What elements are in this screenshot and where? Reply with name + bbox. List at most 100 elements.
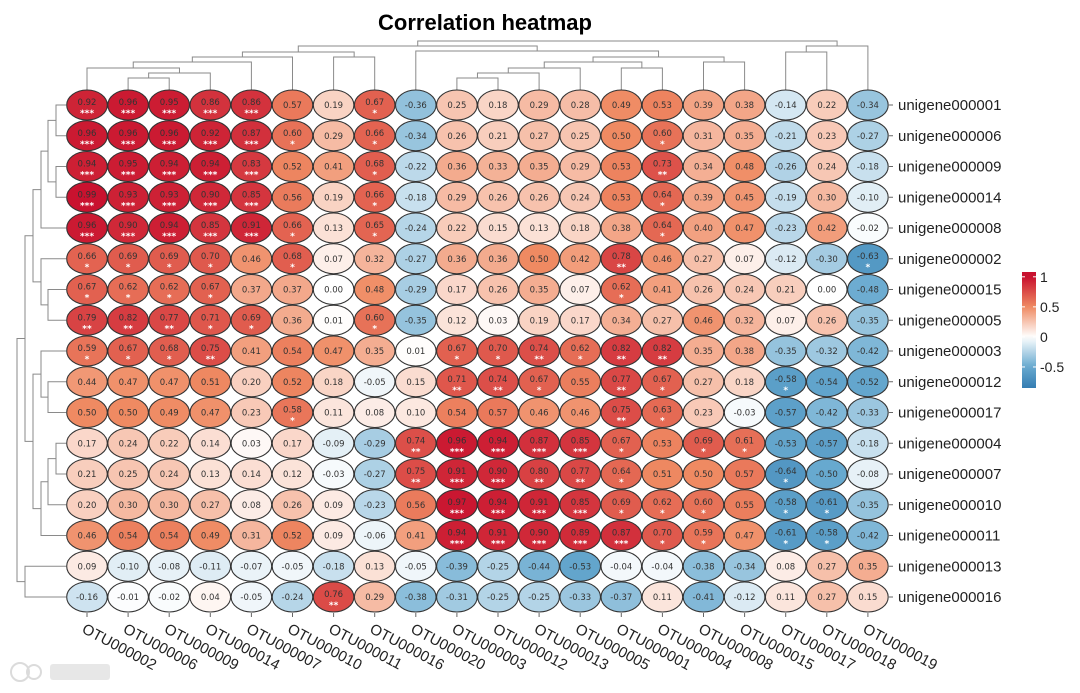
heatmap-cell: -0.35 xyxy=(764,335,807,367)
row-labels: unigene000001 unigene000006 unigene000009 u… xyxy=(889,97,1001,606)
heatmap-cell: 0.46 xyxy=(641,243,684,275)
heatmap-cell: 0.28 xyxy=(559,89,602,121)
cell-value-label: 0.85 xyxy=(571,498,590,508)
cell-value-label: 0.55 xyxy=(571,378,590,388)
heatmap-cell: -0.33 xyxy=(847,396,889,429)
cell-significance-label: * xyxy=(783,509,788,519)
row-label: unigene000012 xyxy=(898,374,1001,391)
heatmap-cell: 0.60* xyxy=(353,304,396,336)
heatmap-cell: 0.95*** xyxy=(107,150,149,183)
heatmap-cell: 0.37 xyxy=(230,273,273,306)
heatmap-cell: 0.85*** xyxy=(559,489,602,521)
heatmap-cell: -0.03 xyxy=(312,458,355,490)
heatmap-cell: -0.33 xyxy=(559,581,602,613)
cell-value-label: 0.90 xyxy=(119,221,138,231)
cell-significance-label: * xyxy=(619,294,624,304)
cell-ellipse xyxy=(847,489,889,521)
cell-value-label: 0.23 xyxy=(817,132,836,142)
row-label: unigene000013 xyxy=(898,558,1001,575)
cell-significance-label: * xyxy=(660,232,665,242)
dendrogram-branch xyxy=(55,104,66,137)
cell-value-label: 0.09 xyxy=(324,532,343,542)
heatmap-cell: -0.53 xyxy=(559,550,602,582)
cell-value-label: 0.68 xyxy=(160,344,179,354)
cell-value-label: 0.50 xyxy=(119,409,138,419)
cell-value-label: 0.31 xyxy=(242,532,261,542)
heatmap-cell: 0.75** xyxy=(189,335,232,367)
cell-significance-label: *** xyxy=(532,447,546,457)
heatmap-cell: 0.66* xyxy=(66,243,108,275)
dendrogram-branch xyxy=(40,481,66,536)
cell-value-label: 0.53 xyxy=(612,193,631,203)
cell-significance-label: *** xyxy=(532,540,546,550)
heatmap-cell: 0.56 xyxy=(271,181,314,213)
cell-value-label: 0.46 xyxy=(530,409,549,419)
cell-value-label: -0.05 xyxy=(364,378,386,388)
cell-value-label: 0.66 xyxy=(365,129,384,139)
heatmap-cell: -0.35 xyxy=(847,489,889,521)
cell-significance-label: *** xyxy=(80,232,94,242)
cell-ellipse xyxy=(847,273,889,306)
cell-significance-label: * xyxy=(660,386,665,396)
heatmap-cell: 0.09 xyxy=(312,489,355,521)
cell-value-label: 0.39 xyxy=(694,101,713,111)
cell-value-label: 0.24 xyxy=(735,286,754,296)
cell-significance-label: * xyxy=(783,540,788,550)
dendrogram-branch xyxy=(24,565,66,598)
cell-value-label: 0.75 xyxy=(201,344,220,354)
cell-value-label: 0.94 xyxy=(489,498,508,508)
cell-value-label: 0.68 xyxy=(283,252,302,262)
heatmap-cell: 0.87*** xyxy=(230,120,273,152)
cell-significance-label: * xyxy=(167,263,172,273)
heatmap-cell: 0.41 xyxy=(641,273,684,306)
heatmap-cell: 0.27 xyxy=(805,550,848,582)
dendrogram-branch xyxy=(127,77,170,90)
dendrogram-branch xyxy=(32,189,41,283)
cell-value-label: 0.90 xyxy=(530,529,549,539)
cell-significance-label: * xyxy=(372,171,377,181)
heatmap-cell: 0.21 xyxy=(764,273,807,306)
row-label: unigene000006 xyxy=(898,128,1001,145)
heatmap-cell: 0.46 xyxy=(559,396,602,429)
heatmap-cell: 0.21 xyxy=(66,458,108,490)
heatmap-cell: 0.53 xyxy=(600,181,643,213)
cell-value-label: -0.10 xyxy=(857,193,879,203)
cell-value-label: 0.17 xyxy=(283,439,302,449)
heatmap-cell: -0.42 xyxy=(847,335,889,367)
cell-value-label: 0.20 xyxy=(78,501,97,511)
heatmap-cell: 0.90*** xyxy=(189,181,232,213)
heatmap-cell: 0.03 xyxy=(230,427,273,459)
cell-value-label: 0.93 xyxy=(160,190,179,200)
heatmap-cell: 0.94*** xyxy=(189,150,232,183)
heatmap-cell: -0.04 xyxy=(641,550,684,582)
heatmap-cell: 0.47 xyxy=(312,335,355,367)
cell-significance-label: * xyxy=(372,232,377,242)
heatmap-cell: -0.05 xyxy=(353,366,396,398)
heatmap-cell: 0.82** xyxy=(107,304,149,336)
cell-value-label: 0.03 xyxy=(242,439,261,449)
heatmap-cell: 0.92*** xyxy=(189,120,232,152)
cell-significance-label: *** xyxy=(203,232,217,242)
cell-value-label: 0.46 xyxy=(653,255,672,265)
cell-value-label: 0.68 xyxy=(365,160,384,170)
cell-value-label: 0.47 xyxy=(735,532,754,542)
cell-value-label: 0.26 xyxy=(817,316,836,326)
heatmap-cell: 0.96*** xyxy=(148,120,191,152)
dendrogram-branch xyxy=(47,381,66,413)
heatmap-cell: 0.67* xyxy=(107,335,149,367)
heatmap-cell: 0.47 xyxy=(107,366,149,398)
heatmap-cell: -0.64* xyxy=(764,458,807,490)
cell-value-label: 0.20 xyxy=(242,378,261,388)
cell-ellipse xyxy=(847,366,889,398)
heatmap-cell: -0.07 xyxy=(230,550,273,582)
cell-ellipse xyxy=(847,396,889,429)
heatmap-cell: 0.97*** xyxy=(436,489,478,521)
cell-significance-label: * xyxy=(619,447,624,457)
watermark-logo xyxy=(10,662,110,682)
row-dendrogram xyxy=(16,104,66,598)
heatmap-cell: -0.18 xyxy=(394,181,437,213)
heatmap-cell: 0.30 xyxy=(148,489,191,521)
cell-value-label: 0.78 xyxy=(612,252,631,262)
cell-value-label: -0.33 xyxy=(569,593,591,603)
dendrogram-branch xyxy=(620,67,663,90)
